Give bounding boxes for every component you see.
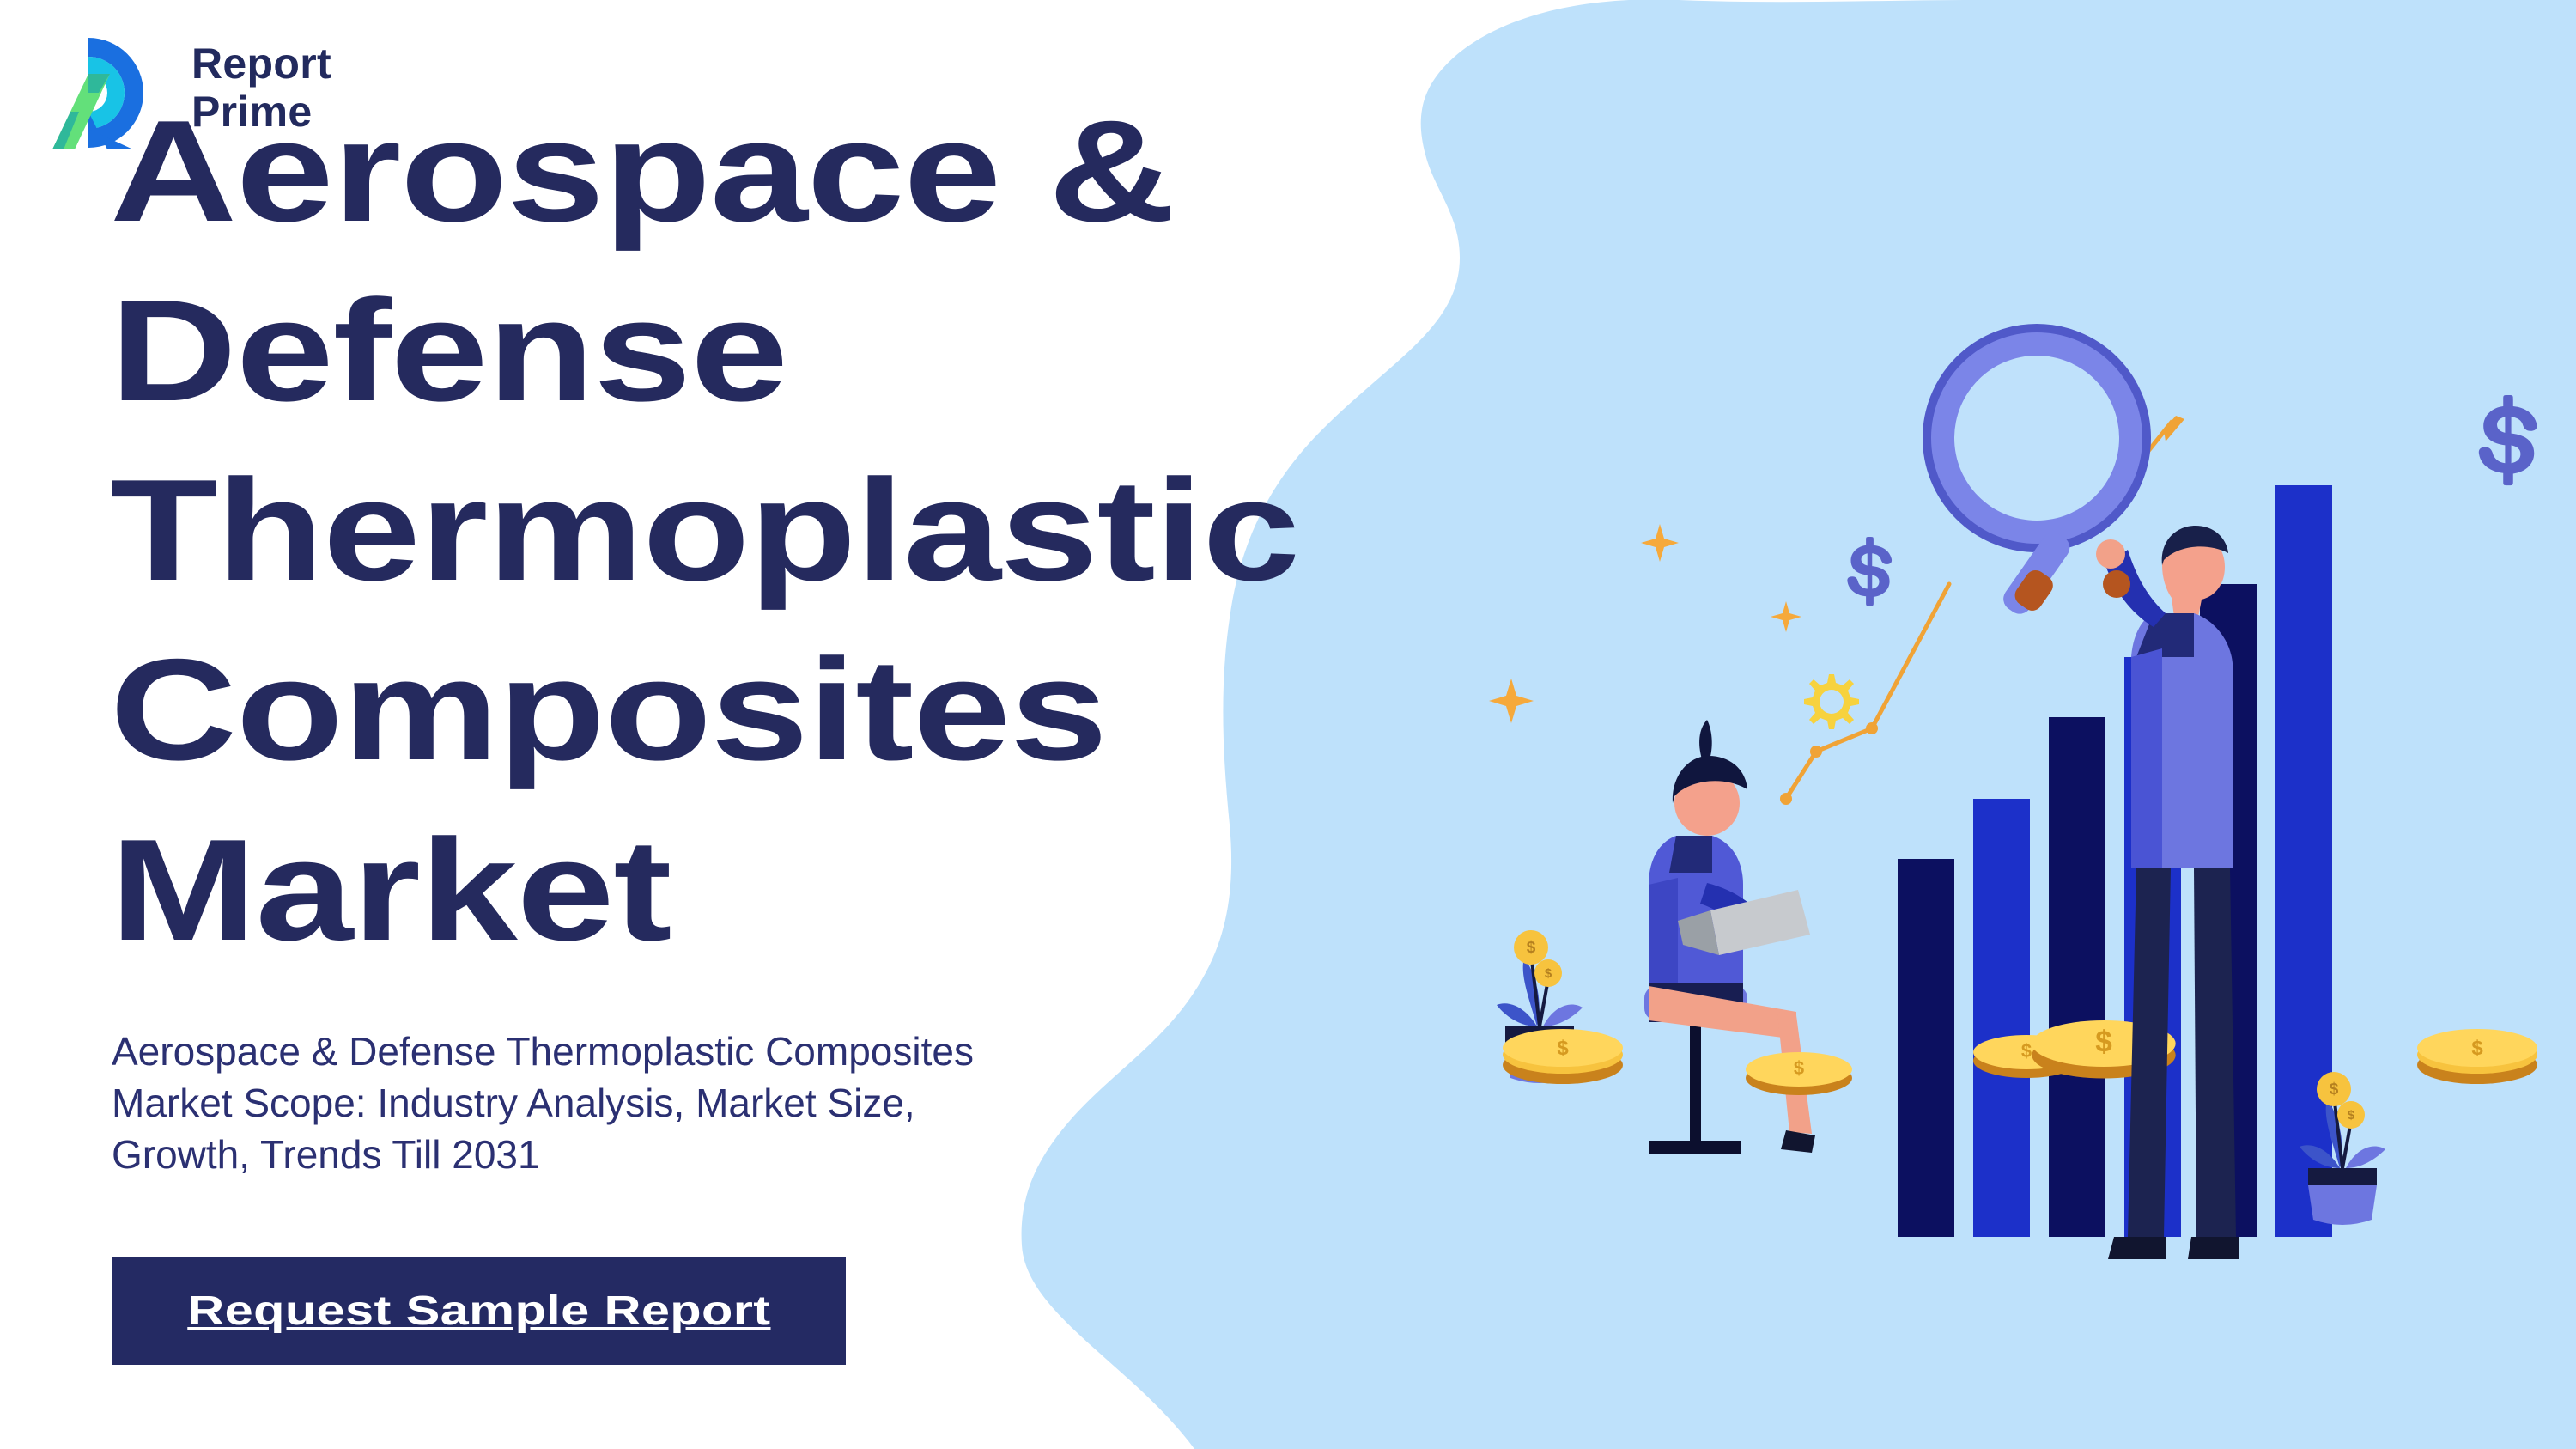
svg-text:$: $ [1794,1057,1804,1079]
svg-text:$: $ [2330,1081,2339,1099]
svg-text:$: $ [1545,966,1552,981]
svg-text:$: $ [1557,1037,1569,1060]
svg-text:$: $ [2348,1108,2355,1123]
svg-text:$: $ [1527,939,1536,957]
svg-text:$: $ [2471,1037,2483,1060]
svg-text:$: $ [2095,1025,2112,1058]
svg-text:$: $ [2021,1040,2032,1062]
